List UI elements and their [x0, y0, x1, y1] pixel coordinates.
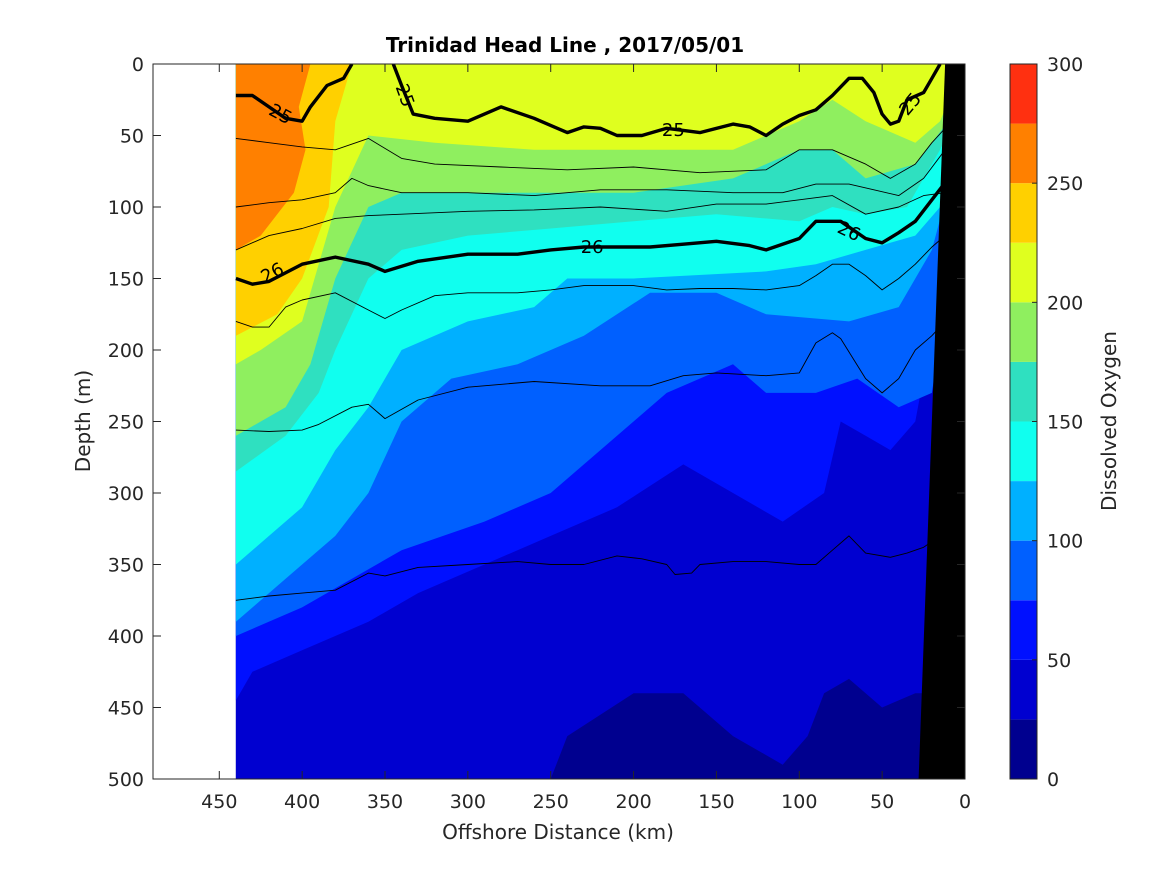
- y-tick-label: 400: [108, 626, 144, 648]
- x-tick-label: 250: [533, 791, 569, 813]
- density-contour-line: [391, 64, 942, 138]
- x-tick-label: 150: [698, 791, 734, 813]
- x-tick-label: 450: [201, 791, 237, 813]
- colorbar-swatch: [1010, 242, 1037, 303]
- colorbar-tick-label: 300: [1047, 54, 1083, 76]
- density-contour-line: [235, 64, 354, 123]
- density-contour-line: [235, 535, 933, 601]
- colorbar-swatch: [1010, 64, 1037, 124]
- density-contour-line: [235, 235, 946, 328]
- density-contour-line: [235, 149, 946, 208]
- colorbar-swatch: [1010, 719, 1037, 779]
- contour-fill-250: [235, 64, 311, 250]
- colorbar-swatch: [1010, 302, 1037, 362]
- y-tick-label: 250: [108, 412, 144, 434]
- y-tick-label: 450: [108, 698, 144, 720]
- x-tick-label: 50: [870, 791, 894, 813]
- colorbar-tick-label: 200: [1047, 292, 1083, 314]
- y-tick-label: 350: [108, 555, 144, 577]
- x-axis-title: Offshore Distance (km): [442, 820, 674, 844]
- colorbar-tick-label: 0: [1047, 769, 1059, 791]
- contour-fill-group: [235, 64, 965, 779]
- chart-title: Trinidad Head Line , 2017/05/01: [386, 33, 744, 57]
- x-tick-label: 0: [959, 791, 971, 813]
- x-tick-label: 300: [450, 791, 486, 813]
- x-tick-label: 100: [781, 791, 817, 813]
- y-tick-label: 50: [120, 126, 144, 148]
- contour-label: 26: [581, 237, 604, 258]
- colorbar-swatch: [1010, 540, 1037, 601]
- y-tick-label: 500: [108, 769, 144, 791]
- colorbar-swatch: [1010, 600, 1037, 660]
- y-tick-label: 300: [108, 483, 144, 505]
- colorbar-tick-label: 50: [1047, 650, 1071, 672]
- axes: 450 400 350 300 250 200 150 100 50 00501001502002…: [108, 54, 971, 813]
- colorbar-tick-label: 150: [1047, 412, 1083, 434]
- colorbar-swatch: [1010, 659, 1037, 720]
- colorbar-swatch: [1010, 421, 1037, 482]
- y-axis-title: Depth (m): [71, 370, 95, 472]
- density-contour-line: [235, 321, 946, 432]
- colorbar-swatch: [1010, 123, 1037, 184]
- colorbar-swatch: [1010, 361, 1037, 422]
- colorbar-tick-label: 250: [1047, 173, 1083, 195]
- colorbar-title: Dissolved Oxygen: [1097, 331, 1121, 511]
- density-contour-group: [235, 64, 950, 601]
- y-tick-label: 200: [108, 340, 144, 362]
- x-tick-label: 400: [284, 791, 320, 813]
- contour-fill-200: [235, 64, 965, 365]
- density-contour-line: [235, 192, 946, 251]
- colorbar-tick-label: 100: [1047, 531, 1083, 553]
- contour-label: 25: [662, 120, 685, 141]
- y-tick-label: 0: [132, 54, 144, 76]
- x-tick-label: 350: [367, 791, 403, 813]
- density-contour-line: [235, 127, 946, 179]
- colorbar-swatch: [1010, 481, 1037, 541]
- contour-fill-175: [235, 64, 965, 436]
- colorbar: 0 50 100 150 200 250 300: [1009, 54, 1083, 791]
- colorbar-swatch: [1010, 183, 1037, 243]
- y-tick-label: 150: [108, 269, 144, 291]
- y-tick-label: 100: [108, 197, 144, 219]
- seafloor-mask: [918, 64, 965, 779]
- x-tick-label: 200: [615, 791, 651, 813]
- density-contour-line: [235, 177, 950, 286]
